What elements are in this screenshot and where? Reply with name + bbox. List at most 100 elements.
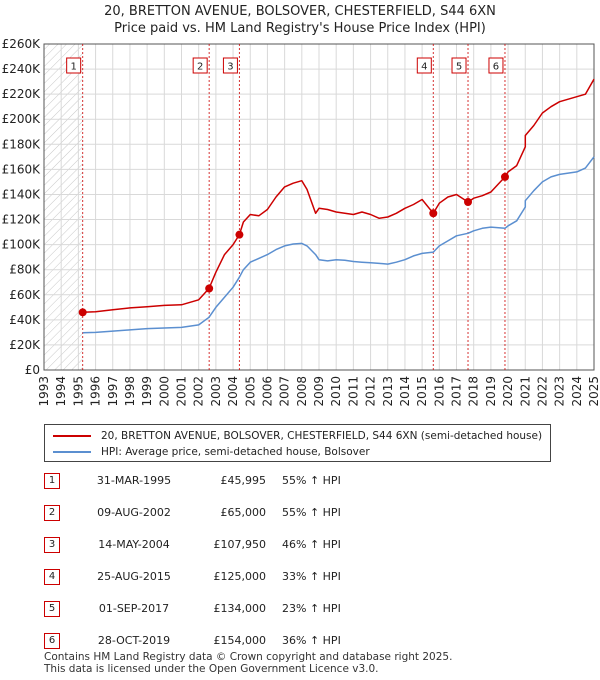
x-tick-label: 1998 (123, 376, 137, 407)
sale-number-badge: 2 (44, 505, 60, 521)
x-tick-label: 2002 (192, 376, 206, 407)
x-tick-label: 2020 (501, 376, 515, 407)
sale-label-text: 5 (456, 62, 462, 73)
sale-label-text: 2 (197, 62, 203, 73)
sale-hpi-change: 23% ↑ HPI (282, 602, 341, 615)
y-tick-label: £0 (25, 363, 40, 377)
sale-point (500, 172, 509, 181)
y-tick-label: £140K (2, 187, 42, 201)
legend-item-property: 20, BRETTON AVENUE, BOLSOVER, CHESTERFIE… (53, 428, 542, 444)
sale-hpi-change: 55% ↑ HPI (282, 506, 341, 519)
x-tick-label: 2016 (432, 376, 446, 407)
x-tick-label: 2025 (587, 376, 600, 407)
legend-label-property: 20, BRETTON AVENUE, BOLSOVER, CHESTERFIE… (101, 430, 543, 442)
sale-price: £65,000 (220, 506, 267, 519)
sale-price: £154,000 (213, 634, 267, 647)
x-tick-label: 2013 (381, 376, 395, 407)
x-tick-label: 2010 (329, 376, 343, 407)
sale-hpi-change: 33% ↑ HPI (282, 570, 341, 583)
x-tick-label: 2018 (467, 376, 481, 407)
sale-point (235, 230, 244, 239)
sale-label-text: 3 (227, 62, 233, 73)
x-tick-label: 1993 (37, 376, 51, 407)
footer: Contains HM Land Registry data © Crown c… (44, 651, 452, 675)
sale-point (78, 308, 87, 317)
sale-number-badge: 5 (44, 601, 60, 617)
property-price-line (82, 78, 595, 314)
legend-swatch-hpi (53, 451, 91, 453)
sale-number-badge: 1 (44, 473, 60, 489)
sale-price: £125,000 (213, 570, 267, 583)
x-tick-label: 2011 (346, 376, 360, 407)
sale-row: 3 14-MAY-2004 £107,950 46% ↑ HPI (0, 532, 600, 560)
sale-price: £134,000 (213, 602, 267, 615)
sale-date: 25-AUG-2015 (97, 570, 171, 583)
x-tick-label: 2006 (260, 376, 274, 407)
x-tick-label: 2005 (243, 376, 257, 407)
sale-hpi-change: 36% ↑ HPI (282, 634, 341, 647)
sale-point (429, 209, 438, 218)
x-tick-label: 2008 (295, 376, 309, 407)
x-tick-label: 2009 (312, 376, 326, 407)
sale-point (205, 284, 214, 293)
x-tick-label: 1994 (54, 376, 68, 407)
sale-label-box (192, 57, 208, 74)
sale-label-box (451, 57, 467, 74)
x-tick-label: 1997 (106, 376, 120, 407)
x-tick-label: 2015 (415, 376, 429, 407)
sale-hpi-change: 46% ↑ HPI (282, 538, 341, 551)
sale-row: 1 31-MAR-1995 £45,995 55% ↑ HPI (0, 468, 600, 496)
price-chart: £0 £20K £40K £60K £80K £100K £120K £140K £160K £1… (2, 37, 600, 407)
x-tick-label: 2007 (278, 376, 292, 407)
y-tick-label: £80K (9, 263, 41, 277)
legend: 20, BRETTON AVENUE, BOLSOVER, CHESTERFIE… (44, 424, 551, 462)
x-tick-label: 2000 (157, 376, 171, 407)
sale-date: 28-OCT-2019 (97, 634, 171, 647)
y-tick-label: £260K (2, 37, 42, 51)
sale-date: 14-MAY-2004 (98, 538, 170, 551)
sale-date: 09-AUG-2002 (97, 506, 171, 519)
y-tick-label: £160K (2, 162, 42, 176)
plot-frame (43, 43, 595, 371)
sale-label-box (488, 57, 504, 74)
y-tick-label: £220K (2, 87, 42, 101)
y-tick-label: £180K (2, 137, 42, 151)
sale-label-box (66, 57, 82, 74)
legend-label-hpi: HPI: Average price, semi-detached house,… (101, 446, 370, 458)
sale-label-text: 4 (421, 62, 427, 73)
sale-number-badge: 3 (44, 537, 60, 553)
x-tick-label: 2004 (226, 376, 240, 407)
x-tick-label: 2023 (553, 376, 567, 407)
sale-date: 31-MAR-1995 (96, 474, 172, 487)
x-tick-label: 2024 (570, 376, 584, 407)
sale-date: 01-SEP-2017 (98, 602, 170, 615)
pre-sale-hatch (44, 44, 83, 370)
sale-price: £45,995 (220, 474, 267, 487)
y-tick-label: £60K (9, 288, 41, 302)
x-tick-label: 2019 (484, 376, 498, 407)
sale-number-badge: 4 (44, 569, 60, 585)
x-tick-label: 1996 (89, 376, 103, 407)
chart-subtitle: Price paid vs. HM Land Registry's House … (114, 21, 486, 36)
footer-copyright: Contains HM Land Registry data © Crown c… (44, 651, 453, 663)
x-tick-label: 2022 (535, 376, 549, 407)
x-tick-label: 2014 (398, 376, 412, 407)
y-tick-label: £20K (9, 338, 41, 352)
legend-item-hpi: HPI: Average price, semi-detached house,… (53, 444, 370, 460)
sale-price: £107,950 (213, 538, 267, 551)
sale-hpi-change: 55% ↑ HPI (282, 474, 341, 487)
footer-licence: This data is licensed under the Open Gov… (44, 663, 379, 675)
x-tick-label: 1999 (140, 376, 154, 407)
x-tick-label: 1995 (71, 376, 85, 407)
x-tick-label: 2021 (518, 376, 532, 407)
x-tick-label: 2012 (364, 376, 378, 407)
y-tick-label: £40K (9, 313, 41, 327)
sale-number-badge: 6 (44, 633, 60, 649)
sale-row: 5 01-SEP-2017 £134,000 23% ↑ HPI (0, 596, 600, 624)
sale-row: 2 09-AUG-2002 £65,000 55% ↑ HPI (0, 500, 600, 528)
x-tick-label: 2001 (175, 376, 189, 407)
y-tick-label: £120K (2, 213, 42, 227)
hpi-line (82, 156, 595, 334)
sale-label-text: 1 (70, 62, 76, 73)
x-tick-label: 2017 (450, 376, 464, 407)
